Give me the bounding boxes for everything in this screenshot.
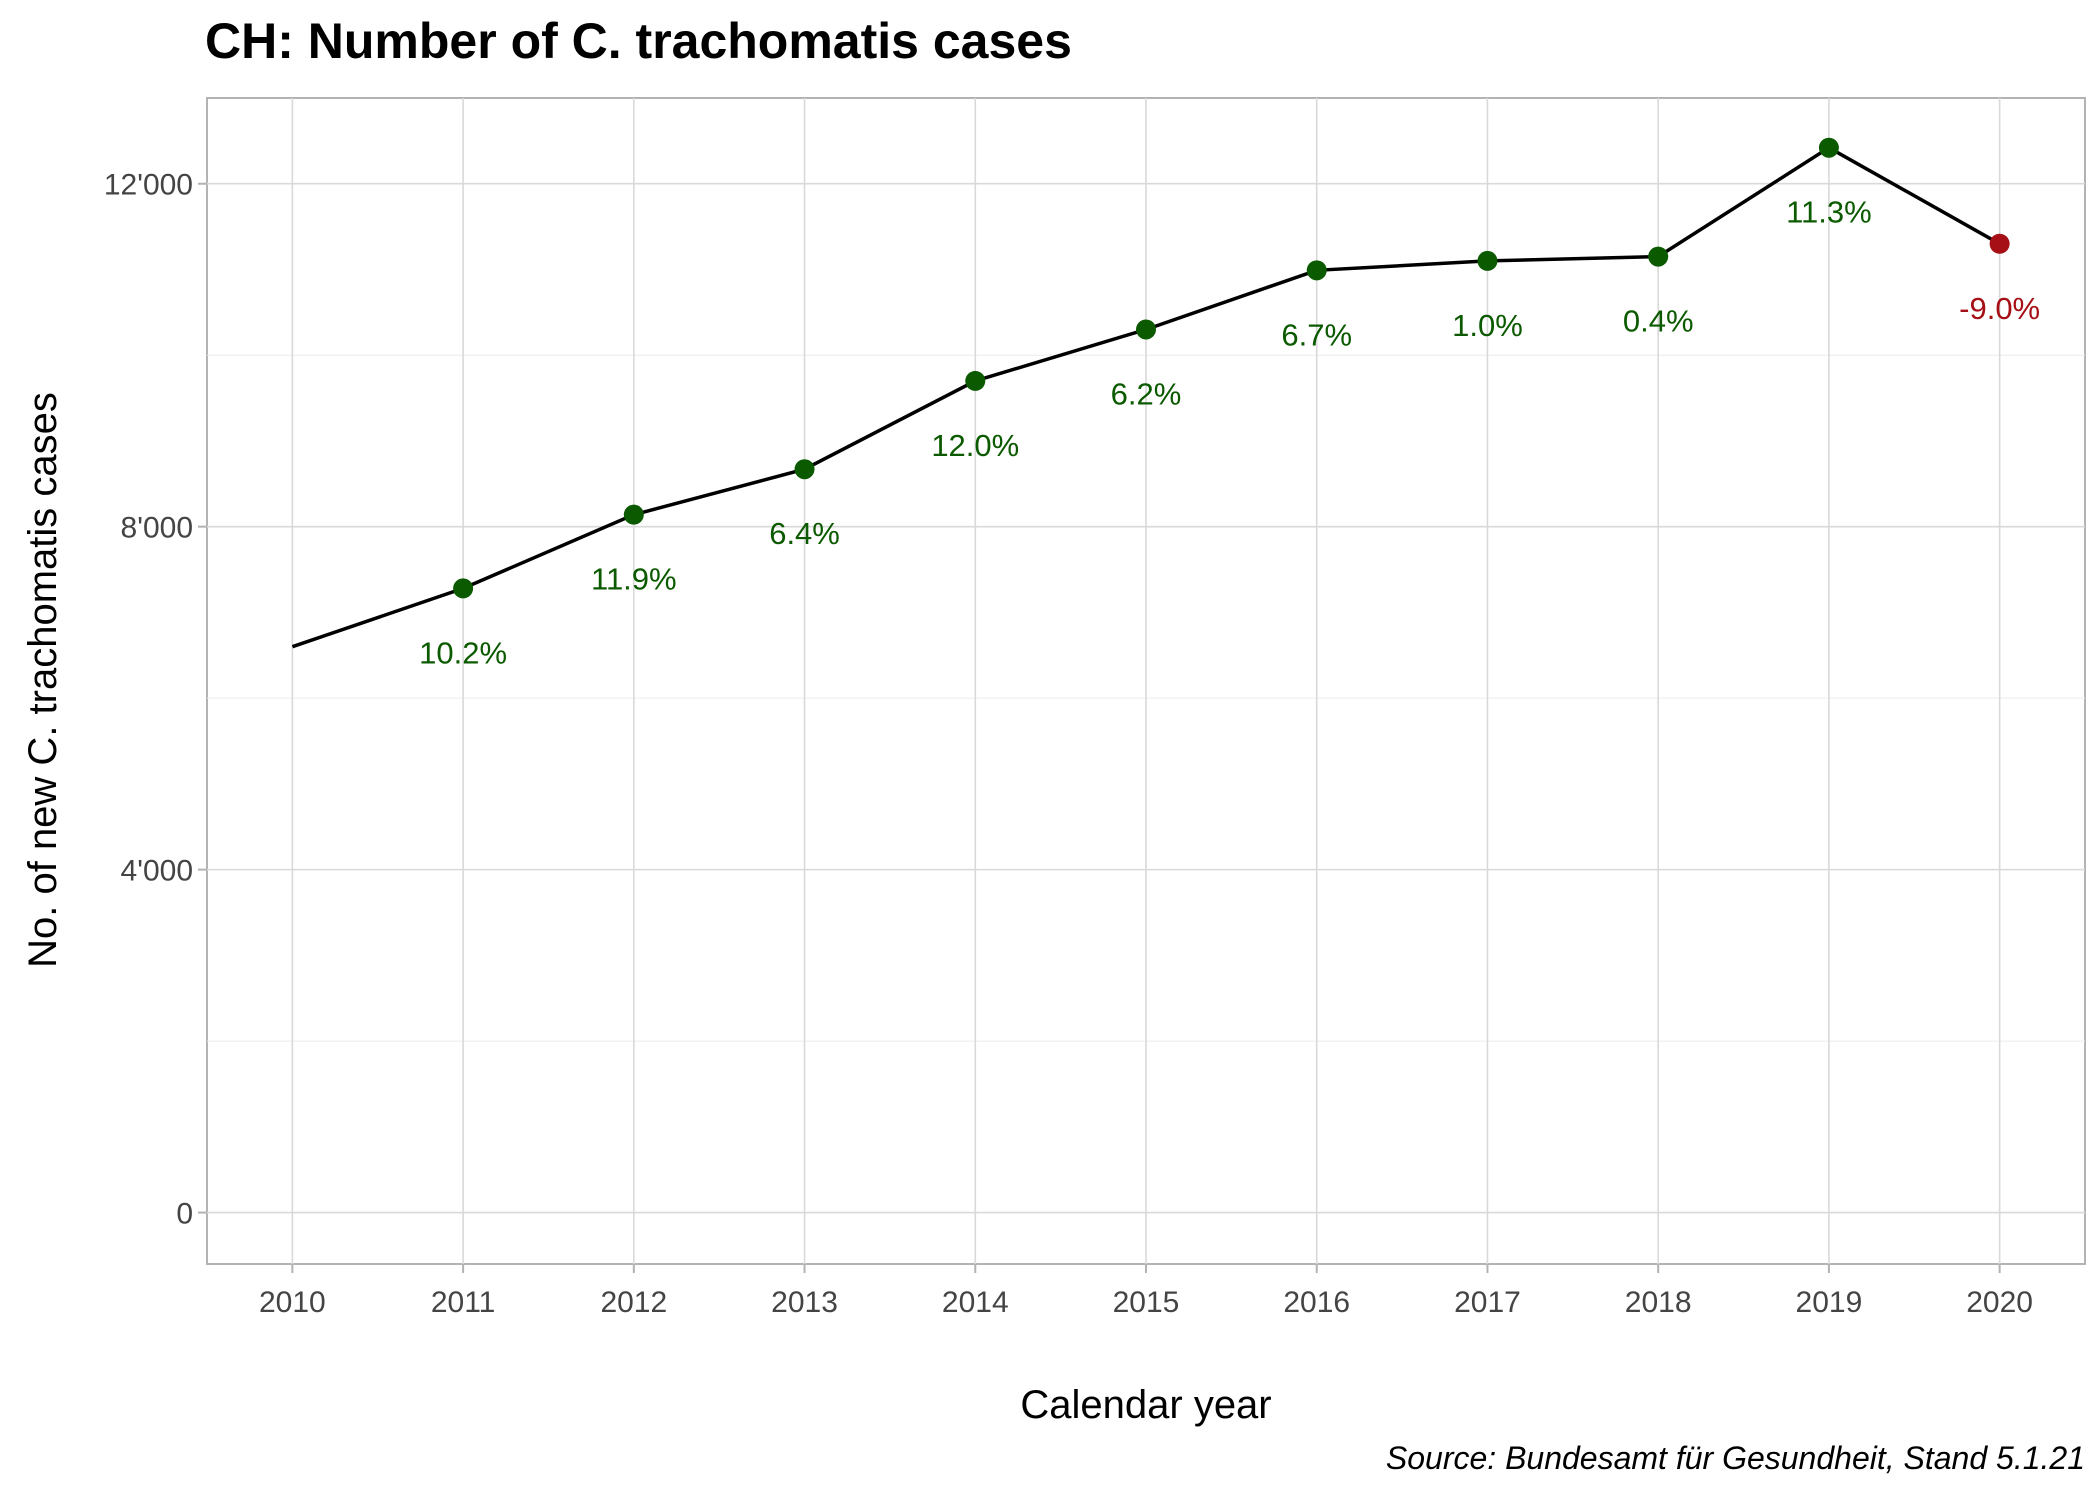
- source-caption: Source: Bundesamt für Gesundheit, Stand …: [1385, 1440, 2085, 1476]
- data-point: [1818, 137, 1839, 158]
- data-point: [1989, 233, 2010, 254]
- data-point: [623, 504, 644, 525]
- x-tick-label: 2016: [1283, 1286, 1350, 1319]
- change-label: 6.7%: [1281, 317, 1352, 352]
- change-label: 10.2%: [419, 635, 507, 670]
- data-point: [1306, 260, 1327, 281]
- data-point: [794, 459, 815, 480]
- change-label: 6.4%: [769, 516, 840, 551]
- change-label: 11.9%: [591, 562, 677, 597]
- y-tick-label: 8'000: [121, 512, 193, 545]
- y-tick-label: 4'000: [121, 855, 193, 888]
- change-labels: 10.2% 11.9% 6.4% 12.0% 6.2% 6.7% 1.0% 0.4% 11.3%…: [419, 195, 2040, 671]
- x-tick-label: 2017: [1454, 1286, 1521, 1319]
- change-label: 11.3%: [1786, 195, 1872, 230]
- change-label: 1.0%: [1452, 308, 1523, 343]
- y-tick-label: 0: [176, 1198, 193, 1231]
- data-point: [453, 578, 474, 599]
- chart-title: CH: Number of C. trachomatis cases: [205, 13, 1072, 69]
- data-point: [1477, 250, 1498, 271]
- x-tick-label: 2015: [1113, 1286, 1180, 1319]
- x-tick-label: 2012: [600, 1286, 667, 1319]
- y-tick-label: 12'000: [104, 169, 193, 202]
- change-label: 0.4%: [1623, 304, 1694, 339]
- y-axis-title: No. of new C. trachomatis cases: [21, 392, 65, 968]
- data-points: [453, 137, 2010, 599]
- change-label: 6.2%: [1111, 376, 1182, 411]
- data-point: [1648, 246, 1669, 267]
- data-point: [1136, 319, 1156, 340]
- x-tick-label: 2020: [1966, 1286, 2033, 1319]
- x-axis-title: Calendar year: [1020, 1383, 1271, 1427]
- data-point: [965, 370, 986, 391]
- x-tick-label: 2010: [259, 1286, 326, 1319]
- change-label: -9.0%: [1959, 291, 2040, 326]
- y-axis-ticks: 0 4'000 8'000 12'000: [104, 169, 207, 1231]
- grid-lines: [207, 98, 2085, 1264]
- x-tick-label: 2011: [431, 1286, 496, 1319]
- x-tick-label: 2013: [771, 1286, 838, 1319]
- x-tick-label: 2014: [942, 1286, 1009, 1319]
- change-label: 12.0%: [931, 428, 1019, 463]
- x-tick-label: 2018: [1625, 1286, 1692, 1319]
- x-axis-ticks: 2010 2011 2012 2013 2014 2015 2016 2017 2018 2019…: [259, 1264, 2033, 1319]
- x-tick-label: 2019: [1796, 1286, 1863, 1319]
